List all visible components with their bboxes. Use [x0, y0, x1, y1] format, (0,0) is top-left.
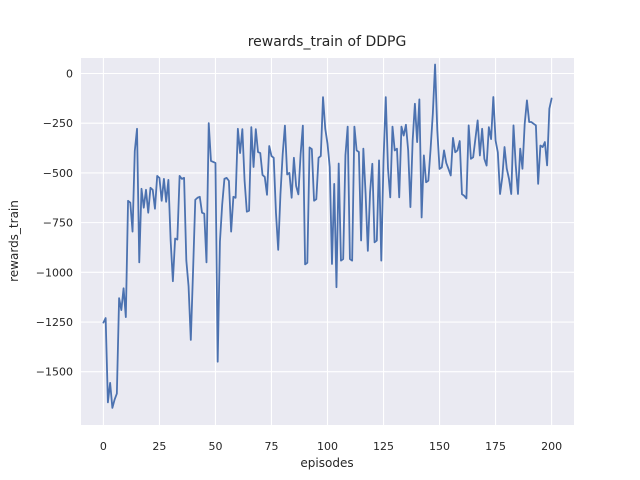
y-tick-label: −1500 [36, 366, 73, 379]
x-tick-label: 25 [152, 440, 166, 453]
x-tick-label: 0 [100, 440, 107, 453]
x-tick-label: 200 [541, 440, 562, 453]
y-tick-label: −1250 [36, 316, 73, 329]
y-tick-label: 0 [66, 68, 73, 81]
y-tick-labels: 0 −250 −500 −750 −1000 −1250 −1500 [36, 68, 73, 379]
x-tick-label: 50 [208, 440, 222, 453]
y-tick-label: −750 [43, 217, 73, 230]
x-tick-labels: 0 25 50 75 100 125 150 175 200 [100, 440, 562, 453]
x-tick-label: 125 [373, 440, 394, 453]
gridlines [81, 58, 574, 425]
y-axis-label: rewards_train [7, 200, 21, 282]
x-tick-label: 100 [317, 440, 338, 453]
reward-line-series [102, 63, 553, 409]
x-tick-label: 175 [485, 440, 506, 453]
x-tick-label: 150 [429, 440, 450, 453]
y-tick-label: −250 [43, 117, 73, 130]
y-tick-label: −1000 [36, 266, 73, 279]
y-tick-label: −500 [43, 167, 73, 180]
x-axis-label: episodes [300, 456, 353, 470]
x-tick-label: 75 [264, 440, 278, 453]
series-layer [102, 63, 553, 409]
chart-title: rewards_train of DDPG [248, 34, 407, 50]
